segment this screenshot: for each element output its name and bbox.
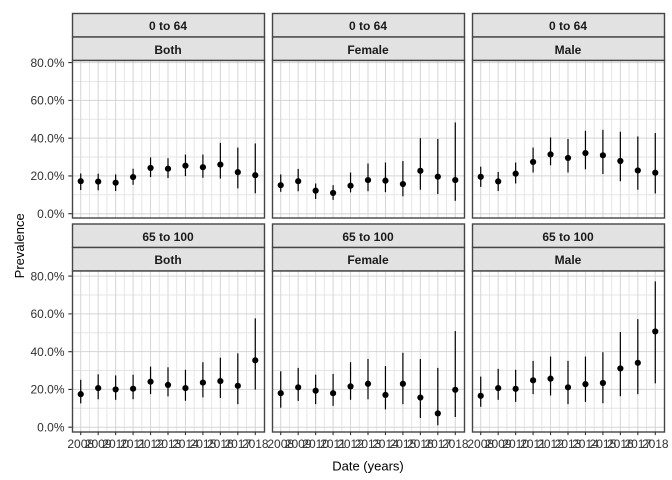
- svg-text:65 to 100: 65 to 100: [142, 230, 194, 244]
- svg-text:Both: Both: [154, 43, 181, 57]
- svg-text:2009: 2009: [485, 437, 512, 451]
- svg-text:80.0%: 80.0%: [30, 269, 64, 283]
- svg-text:Both: Both: [154, 253, 181, 267]
- svg-text:0 to 64: 0 to 64: [149, 19, 187, 33]
- svg-text:2015: 2015: [190, 437, 217, 451]
- svg-text:60.0%: 60.0%: [30, 94, 64, 108]
- svg-text:2008: 2008: [67, 437, 94, 451]
- svg-text:Female: Female: [347, 43, 389, 57]
- svg-text:2008: 2008: [467, 437, 494, 451]
- svg-text:0.0%: 0.0%: [37, 420, 65, 434]
- svg-text:65 to 100: 65 to 100: [342, 230, 394, 244]
- svg-text:2011: 2011: [520, 437, 546, 451]
- svg-text:2012: 2012: [337, 437, 364, 451]
- svg-text:2012: 2012: [537, 437, 564, 451]
- svg-text:2008: 2008: [267, 437, 294, 451]
- svg-text:Prevalence: Prevalence: [12, 213, 27, 278]
- svg-text:Date (years): Date (years): [332, 458, 404, 473]
- svg-text:2014: 2014: [572, 437, 599, 451]
- svg-text:20.0%: 20.0%: [30, 383, 64, 397]
- svg-text:2018: 2018: [642, 437, 669, 451]
- svg-text:2018: 2018: [442, 437, 469, 451]
- svg-text:2009: 2009: [285, 437, 312, 451]
- svg-text:0 to 64: 0 to 64: [349, 19, 387, 33]
- svg-text:2018: 2018: [242, 437, 269, 451]
- svg-text:Male: Male: [555, 253, 582, 267]
- svg-text:0.0%: 0.0%: [37, 207, 65, 221]
- svg-text:Male: Male: [555, 43, 582, 57]
- svg-text:0 to 64: 0 to 64: [549, 19, 587, 33]
- svg-text:2013: 2013: [555, 437, 582, 451]
- svg-text:40.0%: 40.0%: [30, 345, 64, 359]
- svg-text:2015: 2015: [590, 437, 617, 451]
- svg-text:2014: 2014: [372, 437, 399, 451]
- svg-text:20.0%: 20.0%: [30, 169, 64, 183]
- svg-text:60.0%: 60.0%: [30, 307, 64, 321]
- svg-text:2015: 2015: [390, 437, 417, 451]
- svg-text:2011: 2011: [320, 437, 346, 451]
- svg-text:2010: 2010: [302, 437, 329, 451]
- svg-text:2013: 2013: [355, 437, 382, 451]
- svg-text:2017: 2017: [424, 437, 451, 451]
- svg-text:2016: 2016: [207, 437, 234, 451]
- svg-text:Female: Female: [347, 253, 389, 267]
- svg-text:2010: 2010: [102, 437, 129, 451]
- svg-text:2012: 2012: [137, 437, 164, 451]
- svg-text:65 to 100: 65 to 100: [542, 230, 594, 244]
- svg-text:2016: 2016: [407, 437, 434, 451]
- svg-text:2010: 2010: [502, 437, 529, 451]
- svg-text:2014: 2014: [172, 437, 199, 451]
- svg-text:2013: 2013: [155, 437, 182, 451]
- svg-text:2016: 2016: [607, 437, 634, 451]
- svg-text:2017: 2017: [224, 437, 251, 451]
- svg-text:2017: 2017: [624, 437, 651, 451]
- svg-text:40.0%: 40.0%: [30, 131, 64, 145]
- svg-text:2009: 2009: [85, 437, 112, 451]
- svg-text:2011: 2011: [120, 437, 146, 451]
- svg-text:80.0%: 80.0%: [30, 56, 64, 70]
